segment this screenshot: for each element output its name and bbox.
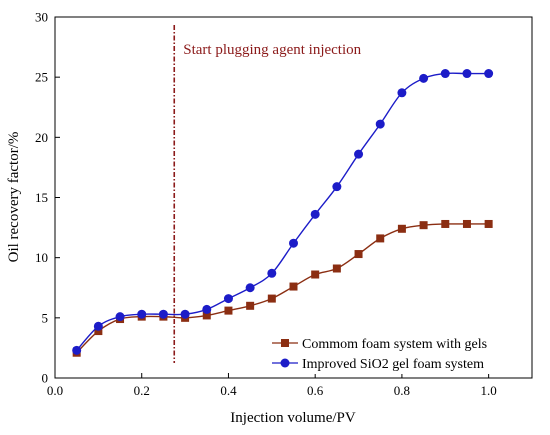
series-0-point-9 xyxy=(267,294,276,303)
y-tick-label-1: 5 xyxy=(42,310,49,325)
series-0-point-18 xyxy=(462,219,471,228)
series-0-point-17 xyxy=(441,219,450,228)
x-tick-label-0: 0.0 xyxy=(47,383,63,398)
series-1-point-11 xyxy=(310,209,320,219)
plugging-start-annotation: Start plugging agent injection xyxy=(183,42,361,58)
series-1-point-15 xyxy=(397,88,407,98)
axis-ticks: 0.0 0.2 0.4 0.6 0.8 1.0 0 5 10 15 20 25 30 xyxy=(35,10,497,399)
series-1-point-4 xyxy=(158,309,168,319)
legend-marker-series-1 xyxy=(280,358,290,368)
series-1-point-10 xyxy=(289,238,298,248)
x-tick-label-4: 0.8 xyxy=(394,383,410,398)
series-1-point-16 xyxy=(419,73,429,83)
series-1-point-0 xyxy=(72,345,82,355)
legend: Commom foam system with gels Improved Si… xyxy=(264,332,528,374)
series-1-point-7 xyxy=(223,294,233,304)
series-1-point-9 xyxy=(267,268,277,278)
annotation-layer: Start plugging agent injection xyxy=(173,25,362,363)
series-1-point-8 xyxy=(245,283,255,293)
series-1-point-13 xyxy=(354,149,364,159)
legend-label-series-1: Improved SiO2 gel foam system xyxy=(302,357,484,372)
series-1-point-6 xyxy=(202,304,212,314)
series-0-point-12 xyxy=(332,264,341,273)
x-tick-label-2: 0.4 xyxy=(220,383,237,398)
x-tick-label-5: 1.0 xyxy=(481,383,497,398)
series-1-point-2 xyxy=(115,312,125,322)
series-0-point-13 xyxy=(354,250,363,259)
series-1-point-5 xyxy=(180,309,190,319)
series-1-point-12 xyxy=(332,182,342,192)
series-0-point-7 xyxy=(224,306,233,315)
series-1-point-14 xyxy=(375,119,385,129)
series-1-point-18 xyxy=(462,69,472,79)
legend-label-series-0: Commom foam system with gels xyxy=(302,337,487,352)
y-tick-label-5: 25 xyxy=(35,70,48,85)
series-1-point-17 xyxy=(440,69,450,79)
series-1 xyxy=(72,69,494,355)
series-0-point-6 xyxy=(202,311,211,320)
series-1-line xyxy=(76,72,489,351)
series-0-point-11 xyxy=(311,270,320,279)
series-0-point-19 xyxy=(484,219,493,228)
series-1-point-1 xyxy=(93,321,103,331)
y-tick-label-2: 10 xyxy=(35,250,48,265)
series-1-point-3 xyxy=(137,309,147,319)
y-axis-title: Oil recovery factor/% xyxy=(6,132,22,263)
series-0-point-16 xyxy=(419,221,428,230)
series-0-point-15 xyxy=(397,224,406,233)
y-tick-label-3: 15 xyxy=(35,190,48,205)
y-tick-label-4: 20 xyxy=(35,130,48,145)
series-0-point-8 xyxy=(246,301,255,310)
x-axis-title: Injection volume/PV xyxy=(230,410,356,426)
x-tick-label-1: 0.2 xyxy=(134,383,150,398)
y-tick-label-6: 30 xyxy=(35,10,48,25)
series-0-point-14 xyxy=(376,234,385,243)
series-layer xyxy=(72,69,494,357)
plot-frame xyxy=(54,16,533,379)
series-0-point-1 xyxy=(94,327,103,336)
series-0-point-10 xyxy=(289,282,298,291)
legend-frame xyxy=(264,332,528,374)
legend-marker-series-0 xyxy=(281,339,289,347)
y-tick-label-0: 0 xyxy=(42,371,49,386)
series-1-point-19 xyxy=(484,69,494,79)
x-tick-label-3: 0.6 xyxy=(307,383,324,398)
